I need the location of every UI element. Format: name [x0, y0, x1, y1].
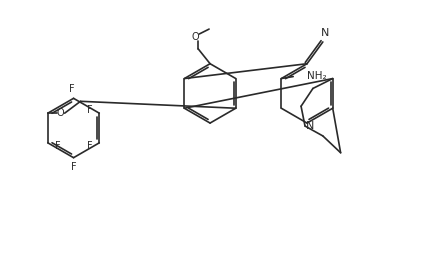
- Text: F: F: [87, 105, 92, 115]
- Text: O: O: [191, 32, 199, 42]
- Text: F: F: [69, 84, 74, 94]
- Text: F: F: [71, 162, 76, 172]
- Text: F: F: [55, 141, 61, 151]
- Text: F: F: [87, 141, 92, 151]
- Text: N: N: [320, 28, 329, 38]
- Text: O: O: [57, 108, 65, 118]
- Text: NH₂: NH₂: [307, 71, 326, 80]
- Text: N: N: [306, 121, 314, 131]
